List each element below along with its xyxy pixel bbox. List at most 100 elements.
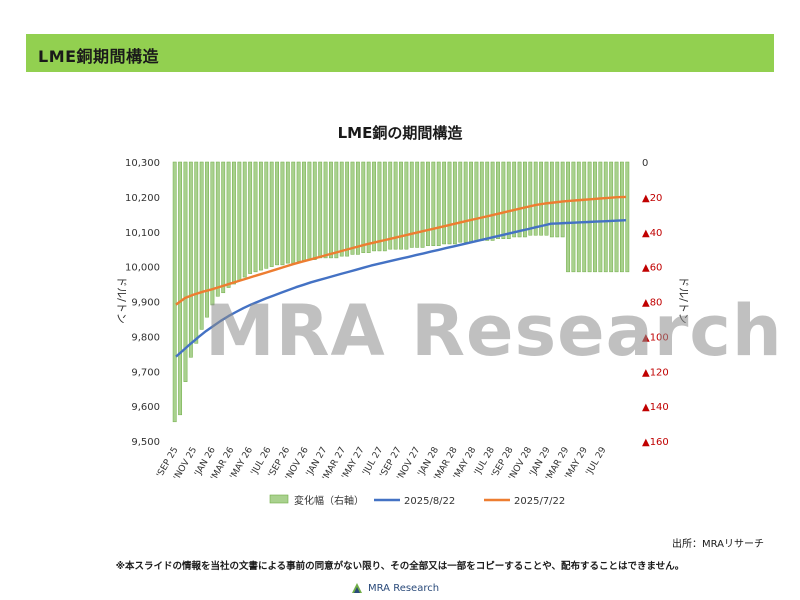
bar-change-4 — [194, 161, 199, 344]
bar-change-76 — [582, 161, 587, 273]
bar-change-7 — [210, 161, 215, 306]
bar-change-82 — [614, 161, 619, 273]
bar-change-31 — [339, 161, 344, 257]
right-tick-label-7: ▲140 — [642, 402, 669, 413]
bar-change-30 — [334, 161, 339, 259]
bar-change-58 — [485, 161, 490, 241]
watermark-text: MRA Research — [205, 290, 783, 372]
bar-change-68 — [539, 161, 544, 236]
bar-change-12 — [237, 161, 242, 281]
footer-logo-text: MRA Research — [368, 582, 440, 594]
left-tick-label-5: 10,000 — [125, 263, 160, 274]
disclaimer-text: ※本スライドの情報を当社の文書による事前の同意がない限り、その全部又は一部をコピ… — [115, 561, 685, 572]
bar-change-17 — [264, 161, 269, 269]
bar-change-45 — [415, 161, 420, 248]
bar-change-3 — [188, 161, 193, 358]
bar-change-56 — [474, 161, 479, 241]
bar-change-38 — [377, 161, 382, 252]
bar-change-15 — [253, 161, 258, 273]
right-tick-label-1: ▲20 — [642, 193, 662, 204]
bar-change-65 — [523, 161, 527, 238]
left-tick-label-6: 10,100 — [125, 228, 160, 239]
bar-change-37 — [372, 161, 376, 252]
bar-change-43 — [404, 161, 409, 250]
bar-change-22 — [291, 161, 296, 264]
bar-change-18 — [269, 161, 274, 267]
bar-change-16 — [258, 161, 263, 271]
bar-change-13 — [242, 161, 247, 278]
bar-change-25 — [307, 161, 312, 260]
bar-change-84 — [625, 161, 630, 273]
line-series-0722 — [175, 195, 627, 306]
left-tick-label-4: 9,900 — [131, 298, 160, 309]
bar-change-44 — [409, 161, 414, 248]
left-tick-label-3: 9,800 — [131, 332, 160, 343]
right-tick-label-2: ▲40 — [642, 228, 662, 239]
bar-change-63 — [512, 161, 517, 238]
mra-logo-icon — [352, 583, 362, 593]
bar-change-8 — [215, 161, 220, 297]
bar-change-6 — [205, 161, 209, 318]
bar-change-2 — [183, 161, 188, 382]
legend-swatch-0 — [269, 494, 289, 504]
bar-change-29 — [329, 161, 333, 259]
source-label: 出所：MRAリサーチ — [672, 539, 765, 550]
page-title: LME銅期間構造 — [38, 47, 160, 66]
left-tick-label-1: 9,600 — [131, 402, 160, 413]
header-band: LME銅期間構造 — [26, 34, 774, 72]
bar-change-66 — [528, 161, 533, 236]
chart-title: LME銅の期間構造 — [337, 124, 463, 142]
bar-change-1 — [178, 161, 183, 416]
bar-change-71 — [555, 161, 560, 238]
bar-change-41 — [393, 161, 398, 250]
left-tick-label-8: 10,300 — [125, 158, 160, 169]
bar-change-75 — [576, 161, 581, 273]
bar-change-62 — [506, 161, 511, 239]
left-tick-label-7: 10,200 — [125, 193, 160, 204]
right-tick-label-5: ▲100 — [642, 332, 669, 343]
bar-change-55 — [469, 161, 473, 243]
bar-change-54 — [463, 161, 468, 243]
bar-change-33 — [350, 161, 355, 255]
bar-change-35 — [361, 161, 366, 253]
bar-change-79 — [598, 161, 603, 273]
bar-change-24 — [302, 161, 306, 262]
bar-change-28 — [323, 161, 328, 259]
bar-change-26 — [312, 161, 317, 260]
bar-change-23 — [296, 161, 301, 262]
legend-label-1: 2025/8/22 — [404, 496, 455, 507]
bar-change-10 — [226, 161, 231, 288]
legend-label-2: 2025/7/22 — [514, 496, 565, 507]
bar-change-60 — [496, 161, 500, 239]
footer-logo: MRA Research — [350, 580, 439, 596]
bar-change-39 — [382, 161, 387, 252]
bar-change-27 — [318, 161, 323, 259]
bar-change-74 — [571, 161, 576, 273]
bar-change-5 — [199, 161, 204, 330]
bar-change-83 — [619, 161, 624, 273]
bar-change-78 — [593, 161, 597, 273]
bar-change-32 — [345, 161, 350, 257]
left-tick-label-0: 9,500 — [131, 437, 160, 448]
bar-change-72 — [560, 161, 565, 238]
right-tick-label-4: ▲80 — [642, 298, 662, 309]
bar-change-64 — [517, 161, 522, 238]
bar-change-0 — [172, 161, 177, 423]
bar-change-21 — [285, 161, 290, 264]
bar-change-77 — [587, 161, 592, 273]
bar-change-49 — [436, 161, 441, 246]
bar-change-47 — [426, 161, 430, 246]
bar-change-57 — [479, 161, 484, 241]
left-axis-title: ドル/トン — [115, 276, 128, 324]
bar-change-20 — [280, 161, 285, 266]
left-tick-label-2: 9,700 — [131, 367, 160, 378]
right-tick-label-6: ▲120 — [642, 367, 669, 378]
right-axis-title: ドル/トン — [677, 276, 690, 324]
bar-change-48 — [431, 161, 436, 246]
bar-change-70 — [549, 161, 554, 238]
bar-change-50 — [442, 161, 447, 245]
bar-change-46 — [420, 161, 425, 248]
bar-change-51 — [447, 161, 452, 245]
line-series-0822 — [175, 219, 627, 358]
right-tick-label-8: ▲160 — [642, 437, 669, 448]
